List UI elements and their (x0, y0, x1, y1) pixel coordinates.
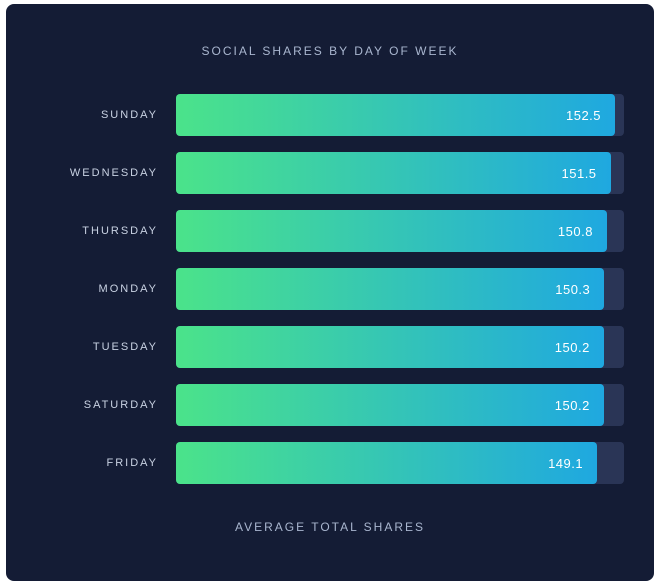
row-label: FRIDAY (36, 457, 176, 469)
bar-value: 149.1 (548, 456, 583, 471)
row-label: SATURDAY (36, 399, 176, 411)
bar-track: 150.3 (176, 268, 624, 310)
bar-value: 150.2 (555, 398, 590, 413)
row-label: WEDNESDAY (36, 167, 176, 179)
row-label: SUNDAY (36, 109, 176, 121)
bar-value: 150.3 (555, 282, 590, 297)
bar-fill: 151.5 (176, 152, 611, 194)
chart-row: SATURDAY 150.2 (36, 384, 624, 426)
bar-fill: 150.3 (176, 268, 604, 310)
chart-row: MONDAY 150.3 (36, 268, 624, 310)
chart-rows: SUNDAY 152.5 WEDNESDAY 151.5 THURSDAY 150.8 MO… (36, 94, 624, 484)
row-label: TUESDAY (36, 341, 176, 353)
bar-track: 150.8 (176, 210, 624, 252)
bar-track: 152.5 (176, 94, 624, 136)
bar-fill: 150.8 (176, 210, 607, 252)
bar-value: 151.5 (562, 166, 597, 181)
chart-title: SOCIAL SHARES BY DAY OF WEEK (36, 44, 624, 58)
chart-row: THURSDAY 150.8 (36, 210, 624, 252)
bar-track: 150.2 (176, 326, 624, 368)
bar-fill: 150.2 (176, 326, 604, 368)
chart-row: FRIDAY 149.1 (36, 442, 624, 484)
bar-value: 150.8 (558, 224, 593, 239)
bar-fill: 150.2 (176, 384, 604, 426)
bar-track: 149.1 (176, 442, 624, 484)
bar-fill: 152.5 (176, 94, 615, 136)
row-label: MONDAY (36, 283, 176, 295)
row-label: THURSDAY (36, 225, 176, 237)
bar-value: 152.5 (566, 108, 601, 123)
bar-track: 150.2 (176, 384, 624, 426)
bar-track: 151.5 (176, 152, 624, 194)
chart-row: WEDNESDAY 151.5 (36, 152, 624, 194)
bar-fill: 149.1 (176, 442, 597, 484)
chart-panel: SOCIAL SHARES BY DAY OF WEEK SUNDAY 152.5… (6, 4, 654, 581)
chart-footer: AVERAGE TOTAL SHARES (36, 520, 624, 534)
chart-row: SUNDAY 152.5 (36, 94, 624, 136)
bar-value: 150.2 (555, 340, 590, 355)
chart-row: TUESDAY 150.2 (36, 326, 624, 368)
